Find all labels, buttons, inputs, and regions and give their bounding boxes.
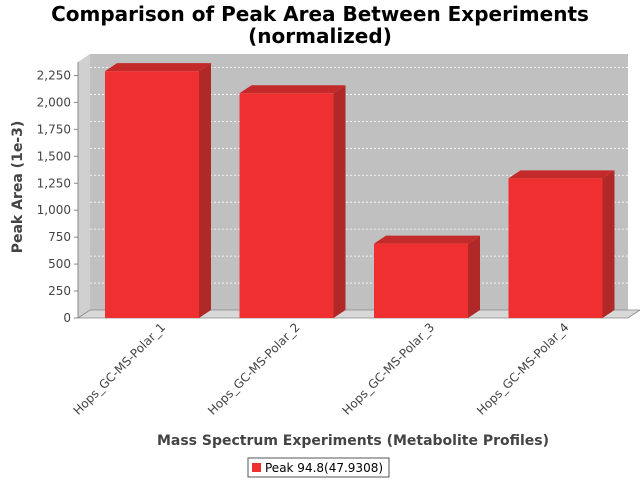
y-tick-label: 2,000 [37,95,71,109]
x-axis-categories: Hops_GC-MS-Polar_1 Hops_GC-MS-Polar_2 Hops… [71,320,572,418]
bar-top [508,170,615,179]
bar-side [602,170,615,318]
plot-back-wall [90,54,628,310]
legend-box [247,457,390,478]
chart-title-line2: (normalized) [248,24,392,48]
x-category-label: Hops_GC-MS-Polar_4 [474,320,572,418]
bar [105,63,211,318]
bar-top [239,85,346,94]
y-tick-label: 250 [48,284,71,298]
bar-side [468,235,480,318]
x-axis-label: Mass Spectrum Experiments (Metabolite Pr… [157,433,549,449]
bar-top [374,235,480,244]
y-tick-label: 750 [48,230,71,244]
y-axis-ticks: 0 250 500 750 1,000 1,250 1,500 1,750 2,000 2,250 [37,62,79,325]
y-tick-label: 0 [63,311,71,325]
bar [374,235,480,318]
y-tick-label: 1,750 [37,122,71,136]
x-category-label: Hops_GC-MS-Polar_3 [340,320,438,418]
bar [508,170,615,318]
legend-swatch [252,463,261,472]
bar-side [333,85,346,319]
x-category-label: Hops_GC-MS-Polar_2 [205,320,303,418]
bar-side [199,63,211,318]
bar [239,85,346,319]
y-tick-label: 1,250 [37,176,71,190]
y-tick-label: 500 [48,257,71,271]
plot-area [76,54,640,319]
bar-front [374,243,468,318]
legend: Peak 94.8(47.9308) [247,457,390,478]
y-tick-label: 1,500 [37,149,71,163]
bar-front [105,71,199,318]
bars [105,63,615,319]
y-axis-label: Peak Area (1e-3) [10,121,26,254]
plot-left-wall [78,54,90,318]
legend-label: Peak 94.8(47.9308) [265,461,383,475]
y-tick-label: 2,250 [37,68,71,82]
y-tick-label: 1,000 [37,203,71,217]
bar-top [105,63,211,72]
bar-front [508,178,603,318]
bar-front [239,93,334,319]
x-category-label: Hops_GC-MS-Polar_1 [71,320,169,418]
chart-title-line1: Comparison of Peak Area Between Experime… [51,2,589,26]
